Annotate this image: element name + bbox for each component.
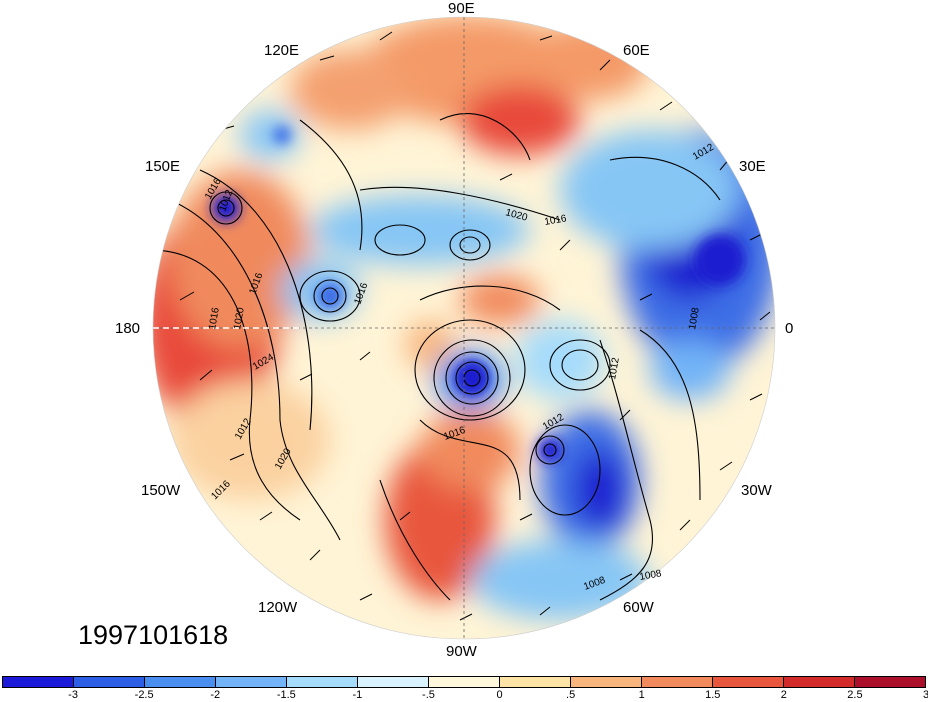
colorbar-cell (784, 677, 855, 687)
lon-label-150e: 150E (145, 158, 181, 175)
colorbar (2, 676, 926, 688)
colorbar-cell (358, 677, 429, 687)
date-label: 1997101618 (78, 620, 229, 650)
colorbar-tick-label: -.5 (422, 689, 435, 701)
colorbar-tick-label: .5 (566, 689, 576, 701)
colorbar-cell (429, 677, 500, 687)
colorbar-tick-label: -1 (352, 689, 363, 701)
lon-label-180: 180 (115, 320, 141, 337)
colorbar-tick-label: -2.5 (134, 689, 154, 701)
colorbar-tick-label: 2 (780, 689, 787, 701)
colorbar-cell (74, 677, 145, 687)
colorbar-cell (145, 677, 216, 687)
colorbar-tick-label: -2 (210, 689, 221, 701)
colorbar-cell (571, 677, 642, 687)
lon-label-60w: 60W (623, 599, 654, 616)
colorbar-cell (642, 677, 713, 687)
lon-label-90e: 90E (448, 0, 475, 17)
contour-label: 1016 (207, 306, 222, 330)
lon-label-150w: 150W (141, 482, 181, 499)
lon-label-30e: 30E (739, 158, 766, 175)
colorbar-cell (216, 677, 287, 687)
lon-label-60e: 60E (623, 42, 650, 59)
colorbar-cell (287, 677, 358, 687)
colorbar-tick-label: 1.5 (705, 689, 721, 701)
contour-label: 1020 (232, 306, 247, 330)
contour-label: 1012 (607, 356, 622, 380)
colorbar-tick-label: -3 (68, 689, 78, 701)
lon-label-0: 0 (785, 320, 794, 337)
colorbar-tick-label: 3 (922, 689, 928, 701)
lon-label-120w: 120W (258, 599, 298, 616)
contour-label: 1008 (687, 306, 702, 330)
contour-label: 1016 (544, 213, 568, 228)
lon-label-120e: 120E (264, 42, 300, 59)
colorbar-tick-label: 2.5 (847, 689, 863, 701)
colorbar-cell (500, 677, 571, 687)
colorbar-cell (855, 677, 925, 687)
colorbar-tick-label: -1.5 (276, 689, 296, 701)
lon-label-90w: 90W (446, 643, 477, 660)
anomaly-field (153, 17, 775, 639)
colorbar-tick-label: 1 (638, 689, 645, 701)
colorbar-tick-label: 0 (496, 689, 503, 701)
colorbar-cell (713, 677, 784, 687)
colorbar-cell (3, 677, 74, 687)
contour-label: 1008 (639, 568, 663, 583)
lon-label-30w: 30W (741, 482, 772, 499)
